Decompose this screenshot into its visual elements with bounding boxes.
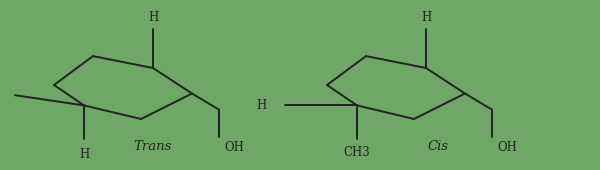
Text: H: H xyxy=(79,148,89,161)
Text: CH3: CH3 xyxy=(344,147,370,159)
Text: Cis: Cis xyxy=(427,140,449,153)
Text: OH: OH xyxy=(224,141,244,154)
Text: H: H xyxy=(421,11,431,24)
Text: OH: OH xyxy=(497,141,517,154)
Text: H: H xyxy=(257,99,267,112)
Text: H: H xyxy=(148,11,158,24)
Text: Trans: Trans xyxy=(134,140,172,153)
